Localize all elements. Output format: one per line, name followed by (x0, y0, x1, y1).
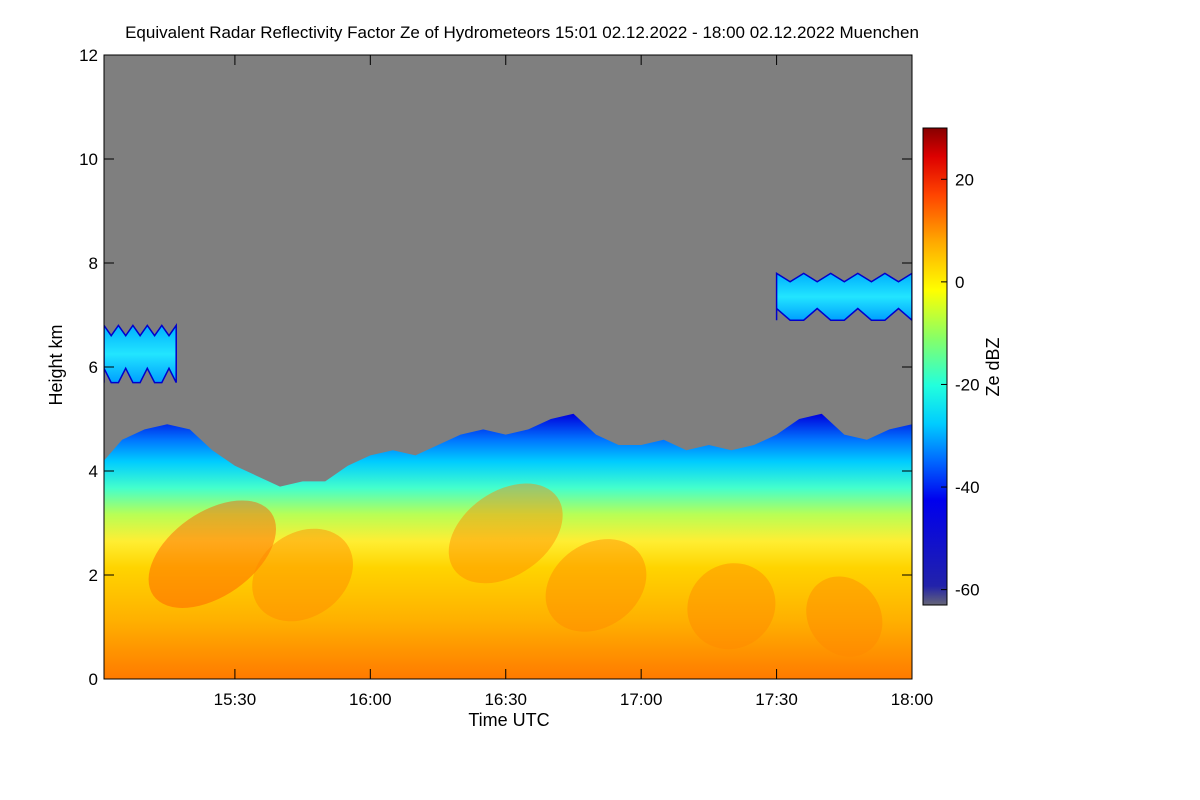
x-tick-label: 15:30 (214, 690, 257, 709)
colorbar-label: Ze dBZ (983, 337, 1003, 396)
y-tick-label: 12 (79, 46, 98, 65)
colorbar-tick-label: 20 (955, 170, 974, 189)
x-tick-label: 17:00 (620, 690, 663, 709)
fall-streak (252, 528, 353, 622)
x-tick-label: 16:00 (349, 690, 392, 709)
y-axis-label: Height km (46, 324, 66, 405)
colorbar-tick-label: -20 (955, 375, 980, 394)
x-tick-label: 17:30 (755, 690, 798, 709)
colorbar: 20 0 -20 -40 -60 Ze dBZ (922, 127, 1003, 606)
colorbar-ticks: 20 0 -20 -40 -60 (941, 170, 980, 600)
colorbar-tick-label: -60 (955, 581, 980, 600)
fall-streak (545, 539, 647, 632)
y-tick-label: 6 (89, 358, 98, 377)
x-tick-label: 18:00 (891, 690, 934, 709)
colorbar-tick-label: -40 (955, 478, 980, 497)
y-tick-label: 2 (89, 566, 98, 585)
x-axis: 15:30 16:00 16:30 17:00 17:30 18:00 (214, 55, 934, 709)
y-tick-label: 0 (89, 670, 98, 689)
y-axis: 0 2 4 6 8 10 12 (79, 46, 912, 689)
fall-streak (687, 563, 776, 650)
chart-title: Equivalent Radar Reflectivity Factor Ze … (125, 23, 919, 42)
plot-area (104, 55, 912, 679)
x-tick-label: 16:30 (484, 690, 527, 709)
colorbar-gradient (922, 127, 948, 606)
upper-cloud-early-cirrus (104, 323, 177, 384)
fall-streak (148, 500, 277, 608)
y-tick-label: 10 (79, 150, 98, 169)
main-cloud-area (104, 413, 912, 679)
fall-streak (806, 576, 883, 657)
y-tick-label: 4 (89, 462, 98, 481)
y-tick-label: 8 (89, 254, 98, 273)
x-axis-label: Time UTC (468, 710, 549, 730)
colorbar-tick-label: 0 (955, 273, 964, 292)
upper-cloud-late-cirrus (775, 272, 912, 322)
fall-streak (448, 483, 563, 584)
